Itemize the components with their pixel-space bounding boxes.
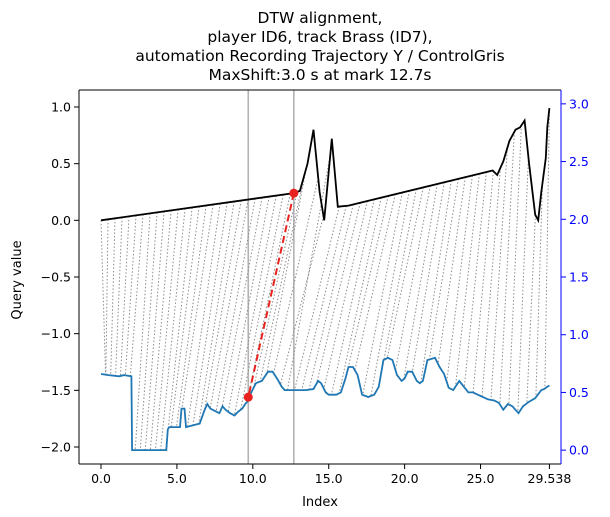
warp-line: [233, 195, 277, 416]
warp-line: [370, 190, 410, 397]
y-right-tick-label: 0.5: [569, 385, 589, 400]
highlight-match-line: [247, 192, 295, 398]
y-right-tick-label: 0.0: [569, 443, 589, 458]
warp-line: [490, 147, 508, 400]
reference-series-line: [100, 356, 550, 451]
warp-line: [463, 171, 487, 388]
x-axis-label: Index: [302, 495, 338, 510]
warp-line: [323, 200, 368, 389]
warp-line: [181, 204, 214, 409]
title-line: DTW alignment,: [258, 9, 383, 27]
y-left-tick-label: −1.0: [41, 326, 71, 341]
warp-line: [149, 210, 172, 451]
y-left-tick-label: 1.0: [51, 100, 71, 115]
warp-line: [227, 196, 270, 412]
title-line: automation Recording Trajectory Y / Cont…: [135, 47, 504, 65]
y-right-tick-label: 3.0: [569, 96, 589, 111]
warp-line: [308, 204, 354, 390]
warp-line: [508, 125, 522, 405]
y-left-tick-label: −0.5: [41, 270, 71, 285]
warp-line: [499, 131, 515, 405]
warp-line: [203, 200, 242, 411]
title-line: MaxShift:3.0 s at mark 12.7s: [208, 66, 431, 84]
y-left-tick-label: 0.5: [51, 156, 71, 171]
warp-line: [420, 180, 452, 383]
warp-line: [246, 193, 291, 403]
warp-line: [165, 207, 193, 451]
warp-line: [186, 203, 221, 427]
title-line: player ID6, track Brass (ID7),: [207, 28, 432, 46]
warp-line: [362, 192, 403, 396]
warp-line: [354, 194, 396, 371]
warp-line: [259, 175, 305, 382]
warp-line: [294, 206, 340, 391]
warp-line: [134, 213, 151, 451]
x-tick-label: 29.538: [528, 471, 572, 486]
warp-line: [535, 183, 543, 398]
warp-line: [253, 191, 298, 389]
x-tick-label: 0.0: [91, 471, 111, 486]
warp-line: [170, 206, 200, 428]
y-right-tick-label: 2.0: [569, 212, 589, 227]
chart-title: DTW alignment,player ID6, track Brass (I…: [135, 9, 504, 84]
warp-line: [124, 215, 137, 376]
warp-line: [411, 182, 445, 372]
warp-line: [110, 218, 116, 376]
warp-line: [209, 199, 249, 409]
warp-line: [144, 211, 165, 451]
warp-line: [517, 156, 529, 413]
warp-line: [394, 185, 431, 371]
axes: 0.0 5.0 10.0 15.0 20.0 25.0 29.538 1.0 0.5 0.0 −0.…: [41, 89, 589, 486]
plot-area: [100, 90, 551, 464]
warp-line: [221, 197, 263, 408]
warp-line: [428, 178, 459, 360]
y-left-tick-label: 0.0: [51, 213, 71, 228]
x-tick-label: 25.0: [467, 471, 495, 486]
warp-line: [240, 194, 284, 410]
warp-line: [301, 205, 347, 391]
warp-line: [198, 201, 235, 424]
warp-line: [544, 108, 550, 389]
highlight-query-point: [289, 188, 299, 198]
warp-line: [176, 205, 207, 428]
warp-line: [105, 219, 109, 375]
y-right-tick-label: 1.5: [569, 270, 589, 285]
warp-line: [192, 202, 228, 426]
warp-line: [454, 173, 480, 387]
warp-line: [129, 214, 144, 377]
warp-line: [315, 202, 361, 385]
warp-line: [526, 215, 536, 404]
warp-line: [403, 183, 438, 380]
y-right-tick-label: 1.0: [569, 327, 589, 342]
warp-line: [346, 195, 389, 373]
highlight-reference-point: [243, 392, 253, 402]
x-tick-label: 10.0: [239, 471, 267, 486]
warp-line: [378, 188, 417, 386]
warp-line: [266, 142, 312, 374]
warp-line: [279, 208, 326, 385]
y-left-tick-label: −1.5: [41, 383, 71, 398]
warp-line: [481, 167, 501, 397]
warp-line: [115, 217, 123, 376]
x-tick-label: 15.0: [315, 471, 343, 486]
warp-line: [154, 209, 179, 451]
warp-line: [119, 216, 130, 376]
warp-line: [330, 199, 375, 395]
warp-line: [215, 198, 256, 412]
warp-line: [386, 187, 424, 359]
query-series-line: [100, 108, 551, 224]
x-tick-label: 5.0: [167, 471, 187, 486]
y-right-tick-label: 2.5: [569, 154, 589, 169]
y-left-tick-label: −2.0: [41, 440, 71, 455]
x-tick-label: 20.0: [391, 471, 419, 486]
warp-line: [338, 197, 382, 394]
warp-line: [437, 177, 466, 365]
warp-line: [139, 212, 158, 451]
y-axis-label: Query value: [10, 240, 25, 319]
warp-line: [100, 220, 107, 375]
